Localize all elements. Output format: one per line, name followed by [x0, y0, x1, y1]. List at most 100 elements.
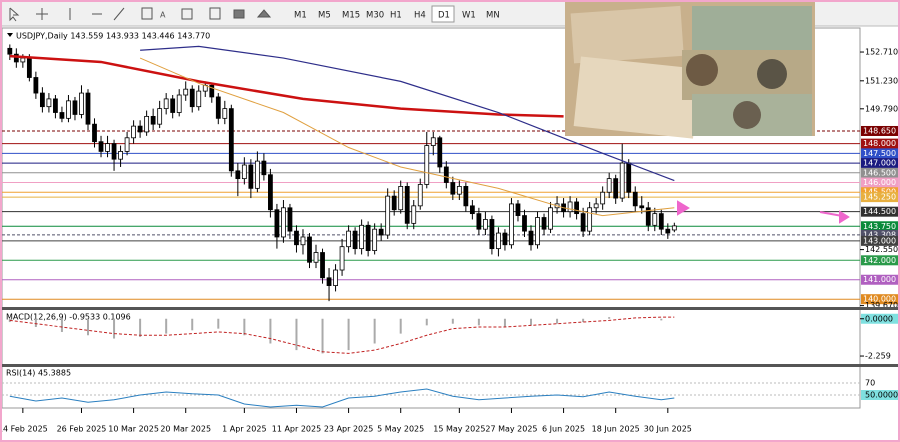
candle-body: [176, 94, 182, 113]
timeframe-button[interactable]: H1: [390, 11, 402, 21]
macd-zero-bg: [861, 313, 898, 324]
level-label: 143.000: [863, 236, 896, 245]
candle-body: [209, 84, 215, 98]
x-tick-label: 1 Apr 2025: [222, 425, 266, 434]
candle-body: [580, 213, 586, 232]
candle-body: [118, 151, 123, 160]
level-label: 140.000: [863, 295, 896, 304]
candle-body: [261, 160, 267, 176]
timeframe-button[interactable]: M1: [294, 11, 307, 21]
candle-body: [671, 225, 677, 231]
candle-body: [241, 164, 247, 180]
candle-body: [235, 170, 241, 180]
candle-body: [326, 277, 332, 286]
candle-body: [72, 100, 78, 115]
rsi-line: [9, 388, 675, 408]
timeframe-button[interactable]: W1: [462, 11, 476, 21]
y-tick-label: 142.550: [865, 245, 898, 254]
active-timeframe-bg: [431, 5, 455, 23]
moving-average: [139, 57, 675, 217]
candle-body: [307, 236, 312, 263]
candle-body: [665, 228, 671, 234]
candle-body: [430, 137, 436, 146]
timeframe-button[interactable]: H4: [414, 11, 426, 21]
level-label: 143.750: [863, 222, 896, 231]
level-label-bg: [861, 274, 898, 285]
level-label: 144.500: [863, 207, 896, 216]
level-label: 148.000: [863, 139, 896, 148]
x-tick-label: 30 Jun 2025: [644, 425, 692, 434]
candle-body: [228, 108, 234, 172]
candle-body: [593, 203, 599, 209]
candle-body: [196, 90, 202, 108]
level-label: 143.308: [863, 230, 896, 239]
y-tick-label: 151.230: [865, 76, 898, 85]
candle-body: [404, 186, 410, 224]
level-label-bg: [861, 206, 898, 217]
candle-body: [652, 213, 658, 226]
macd-label: MACD(12,26,9) -0.9533 0.1096: [6, 313, 131, 322]
timeframe-button[interactable]: M15: [342, 11, 360, 21]
candle-body: [528, 230, 534, 246]
timeframe-button[interactable]: D1: [438, 11, 450, 21]
y-tick-label: 152.710: [865, 48, 898, 57]
level-label: 147.000: [863, 159, 896, 168]
panel-separator: [2, 364, 898, 367]
candle-body: [53, 98, 58, 113]
candle-body: [59, 112, 65, 119]
timeframe-button[interactable]: M30: [366, 11, 384, 21]
timeframe-button[interactable]: M5: [318, 11, 331, 21]
x-tick-label: 14 Feb 2025: [2, 425, 48, 434]
rsi-tick-label: 50.0000: [865, 391, 898, 400]
rsi-tick-bg: [861, 390, 898, 400]
x-tick-label: 6 Jun 2025: [542, 425, 585, 434]
x-tick-label: 23 Apr 2025: [324, 425, 373, 434]
candle-body: [443, 166, 449, 183]
moving-average: [9, 54, 564, 118]
level-label-bg: [861, 125, 898, 136]
x-tick-label: 15 May 2025: [433, 425, 485, 434]
level-label-bg: [861, 221, 898, 232]
x-tick-label: 26 Feb 2025: [57, 425, 107, 434]
candle-body: [385, 195, 391, 236]
candle-body: [450, 182, 456, 195]
candle-body: [372, 228, 378, 251]
candle-body: [163, 98, 169, 110]
rsi-label: RSI(14) 45.3885: [6, 369, 71, 378]
candle-body: [424, 145, 430, 185]
macd-signal: [9, 316, 675, 354]
candle-body: [606, 178, 612, 193]
level-label-bg: [861, 148, 898, 159]
candle-body: [137, 125, 143, 133]
candle-body: [437, 137, 443, 168]
y-tick-label: 139.670: [865, 301, 898, 310]
candle-body: [183, 88, 189, 96]
candle-body: [456, 186, 462, 195]
level-label-bg: [861, 192, 898, 203]
candle-body: [502, 232, 508, 246]
candle-body: [124, 137, 130, 152]
candle-body: [287, 207, 293, 232]
candle-body: [170, 98, 176, 113]
level-label-bg: [861, 177, 898, 188]
photo: [565, 2, 815, 139]
candle-body: [281, 207, 286, 238]
x-tick-label: 18 Jun 2025: [592, 425, 640, 434]
moving-average: [140, 45, 675, 182]
candle-body: [254, 160, 260, 189]
candle-body: [645, 207, 651, 226]
timeframe-button[interactable]: MN: [486, 11, 500, 21]
candle-body: [26, 57, 32, 78]
candle-body: [489, 219, 495, 250]
candle-body: [189, 88, 195, 108]
candle-body: [626, 162, 632, 193]
candle-body: [632, 191, 638, 207]
rsi-tick-label: 70: [865, 379, 875, 388]
candle-body: [98, 141, 104, 152]
candle-body: [619, 162, 625, 199]
candle-body: [13, 53, 19, 63]
x-tick-label: 5 May 2025: [377, 425, 424, 434]
candle-body: [411, 205, 417, 224]
